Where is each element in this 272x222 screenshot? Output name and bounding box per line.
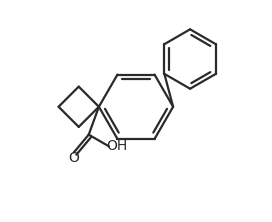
Text: OH: OH — [106, 139, 128, 153]
Text: O: O — [68, 151, 79, 165]
